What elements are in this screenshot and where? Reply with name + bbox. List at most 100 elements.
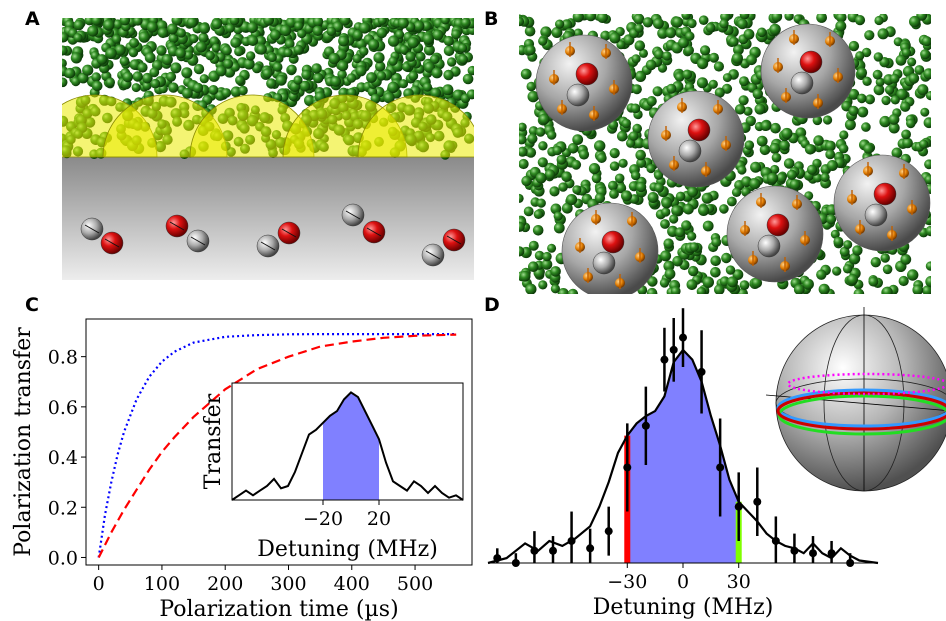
spin-ball: [839, 130, 849, 140]
spin-ball: [519, 122, 527, 132]
spin-ball: [743, 106, 753, 116]
spin-ball: [284, 39, 295, 49]
spin-ball: [521, 175, 532, 187]
spin-ball: [373, 52, 385, 64]
spin-ball: [561, 202, 573, 214]
spin-ball: [685, 31, 695, 41]
spin-ball: [556, 154, 567, 165]
spin-ball: [713, 61, 725, 72]
spin-ball: [73, 19, 85, 31]
spin-ball: [105, 77, 116, 88]
spin-axis: [104, 238, 120, 248]
vacancy-site: [790, 71, 814, 95]
spin-ball: [549, 186, 560, 197]
spin-ball: [888, 114, 900, 125]
spin-ball: [547, 243, 557, 253]
spin-ball: [114, 44, 126, 56]
spin-ball: [771, 152, 782, 163]
spin-ball: [211, 43, 221, 53]
spin-ball: [167, 23, 178, 35]
spin-ball: [759, 144, 771, 156]
spin-ball: [297, 28, 307, 39]
spin-ball: [431, 67, 443, 79]
spin-ball: [891, 147, 903, 159]
spin-ball: [421, 21, 432, 31]
spin-ball: [256, 44, 267, 55]
spin-ball: [293, 75, 303, 85]
spin-ball: [600, 30, 611, 41]
spin-ball: [443, 45, 455, 57]
spin-ball: [923, 117, 931, 129]
spin-ball: [594, 140, 606, 152]
spin-ball: [661, 207, 671, 217]
spin-ball: [901, 129, 911, 140]
spin-ball: [682, 69, 693, 80]
spin-ball: [889, 73, 900, 84]
nitrogen-atom: [575, 62, 599, 86]
spin-ball: [161, 54, 173, 66]
spin-ball: [609, 189, 619, 199]
spin-ball: [440, 18, 450, 25]
spin-ball: [853, 288, 865, 294]
spin-ball: [654, 170, 664, 180]
spin-ball: [710, 267, 721, 278]
spin-ball: [70, 52, 82, 64]
spin-ball: [263, 18, 274, 26]
inset-x-tick-label: −20: [303, 508, 343, 530]
spin-ball: [294, 21, 304, 31]
spin-ball: [728, 36, 739, 47]
spin-ball: [735, 104, 746, 115]
chart-c: 0 100 200 300 400 500 0.0 0.2 0.4 0.6 0.8 Polarizat…: [11, 318, 473, 621]
vacancy-site: [757, 234, 781, 258]
vacancy-site: [566, 83, 590, 107]
spin-ball: [908, 73, 920, 84]
x-tick-label: 30: [727, 571, 751, 593]
spin-ball: [458, 54, 468, 65]
spin-ball: [243, 58, 255, 70]
spin-ball: [884, 85, 895, 95]
spin-ball: [311, 63, 322, 74]
spin-ball: [783, 158, 795, 169]
spin-ball: [62, 58, 67, 69]
spin-ball: [873, 52, 883, 62]
spin-ball: [195, 41, 207, 53]
spin-ball: [547, 130, 557, 140]
spin-ball: [399, 45, 409, 55]
spin-axis: [260, 241, 276, 251]
spin-ball: [686, 279, 698, 290]
series-line-0: [97, 333, 457, 558]
panel-label-b: B: [484, 8, 499, 30]
spin-ball: [659, 278, 670, 288]
spin-ball: [864, 30, 875, 41]
spin-ball: [245, 51, 256, 61]
spin-ball: [156, 45, 167, 56]
spin-ball: [749, 178, 761, 190]
spin-ball: [639, 48, 648, 58]
spin-ball: [879, 115, 891, 128]
spin-ball: [283, 48, 293, 58]
spin-ball: [835, 20, 847, 32]
spin-ball: [888, 122, 900, 134]
y-tick-label: 0.4: [48, 447, 78, 469]
spin-ball: [711, 237, 722, 248]
spin-ball: [614, 173, 625, 184]
spin-ball: [519, 221, 525, 232]
spin-ball: [804, 144, 816, 155]
nitrogen-atom: [601, 230, 625, 254]
spin-ball: [519, 270, 531, 282]
x-tick-label: 300: [270, 573, 306, 595]
spin-ball: [557, 288, 569, 294]
spin-ball: [189, 34, 199, 44]
spin-ball: [287, 64, 297, 75]
spin-ball: [838, 143, 849, 154]
spin-ball: [532, 225, 544, 236]
spin-ball: [786, 169, 798, 180]
spin-ball: [675, 227, 685, 238]
spin-ball: [616, 40, 626, 50]
spin-ball: [920, 49, 931, 60]
data-point: [697, 367, 706, 376]
spin-ball: [182, 87, 193, 99]
spin-ball: [914, 65, 925, 75]
spin-ball: [430, 54, 440, 64]
